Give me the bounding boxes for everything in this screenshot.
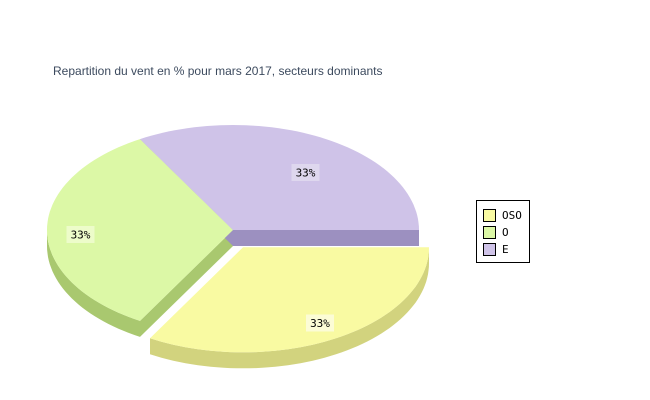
- legend-swatch-o: [483, 226, 496, 239]
- pie-cutface-E: [233, 230, 419, 246]
- legend-item-e: E: [483, 243, 529, 256]
- legend-swatch-e: [483, 243, 496, 256]
- pie-rim-O: [47, 230, 140, 337]
- legend-label-e: E: [502, 243, 509, 256]
- pie-slice-E: [140, 125, 419, 230]
- pie-slice-OSO: [150, 247, 429, 353]
- slice-label-E: 33%: [296, 167, 316, 180]
- legend-label-oso: OSO: [502, 209, 522, 222]
- slice-label-OSO: 33%: [310, 317, 330, 330]
- chart-title: Repartition du vent en % pour mars 2017,…: [53, 64, 383, 78]
- legend-swatch-oso: [483, 209, 496, 222]
- slice-label-O: 33%: [71, 229, 91, 242]
- slice-label-bg-O: [66, 226, 95, 243]
- legend-box: OSO O E: [476, 200, 530, 263]
- pie-cutface-O: [140, 230, 233, 337]
- slice-label-bg-OSO: [306, 314, 334, 332]
- legend-item-oso: OSO: [483, 209, 529, 222]
- pie-rim-OSO: [150, 247, 429, 369]
- legend-item-o: O: [483, 226, 529, 239]
- slice-label-bg-E: [291, 164, 320, 181]
- legend-label-o: O: [502, 226, 509, 239]
